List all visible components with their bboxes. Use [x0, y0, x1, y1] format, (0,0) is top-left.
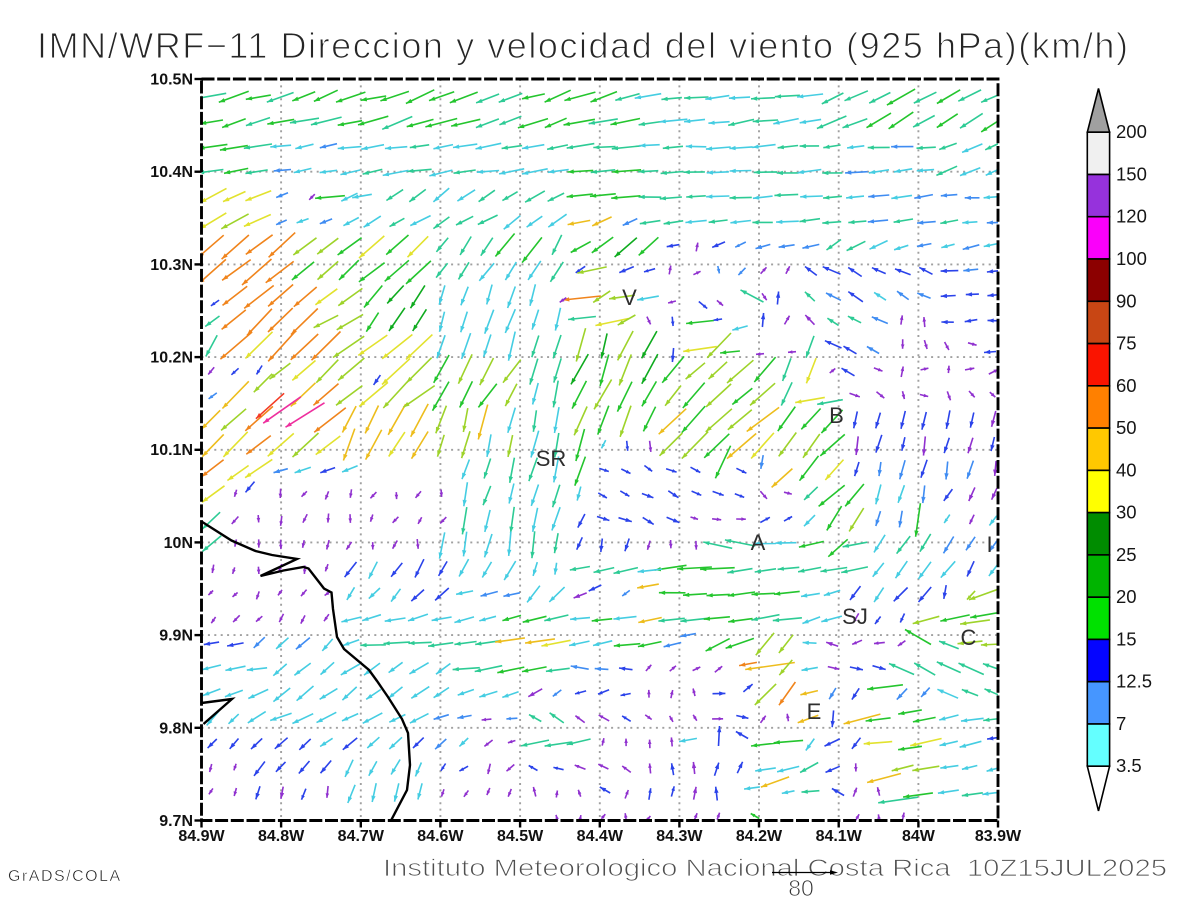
- svg-text:84.7W: 84.7W: [338, 828, 385, 845]
- svg-text:200: 200: [1116, 121, 1147, 142]
- svg-text:25: 25: [1116, 544, 1137, 565]
- svg-text:75: 75: [1116, 333, 1137, 354]
- svg-text:150: 150: [1116, 164, 1147, 185]
- svg-text:30: 30: [1116, 502, 1137, 523]
- svg-text:10N: 10N: [164, 535, 193, 552]
- svg-text:A: A: [751, 530, 766, 555]
- svg-text:V: V: [622, 285, 637, 310]
- svg-text:GrADS/COLA: GrADS/COLA: [8, 868, 122, 885]
- svg-text:90: 90: [1116, 290, 1137, 311]
- svg-text:83.9W: 83.9W: [975, 828, 1022, 845]
- svg-text:7: 7: [1116, 713, 1126, 734]
- svg-text:100: 100: [1116, 248, 1147, 269]
- svg-text:E: E: [807, 699, 822, 724]
- svg-text:IMN/WRF−11 Direccion y velocid: IMN/WRF−11 Direccion y velocidad del vie…: [37, 25, 1128, 66]
- svg-text:84W: 84W: [902, 828, 936, 845]
- svg-text:84.9W: 84.9W: [178, 828, 225, 845]
- svg-text:80: 80: [788, 875, 814, 900]
- svg-text:120: 120: [1116, 206, 1147, 227]
- svg-text:84.2W: 84.2W: [736, 828, 783, 845]
- svg-text:9.8N: 9.8N: [159, 720, 193, 737]
- svg-text:Instituto Meteorologico Nacion: Instituto Meteorologico Nacional Costa R…: [383, 855, 1167, 882]
- svg-text:3.5: 3.5: [1116, 755, 1142, 776]
- svg-text:60: 60: [1116, 375, 1137, 396]
- svg-text:C: C: [961, 625, 977, 650]
- svg-text:10.2N: 10.2N: [150, 350, 193, 367]
- svg-text:84.3W: 84.3W: [656, 828, 703, 845]
- svg-text:50: 50: [1116, 417, 1137, 438]
- svg-text:9.7N: 9.7N: [159, 813, 193, 830]
- svg-text:SR: SR: [536, 446, 567, 471]
- svg-text:15: 15: [1116, 628, 1137, 649]
- svg-text:12.5: 12.5: [1116, 671, 1152, 692]
- svg-text:10.5N: 10.5N: [150, 72, 193, 89]
- svg-text:I: I: [986, 532, 992, 557]
- svg-text:84.6W: 84.6W: [417, 828, 464, 845]
- svg-text:20: 20: [1116, 586, 1137, 607]
- svg-text:SJ: SJ: [842, 604, 868, 629]
- svg-text:10.4N: 10.4N: [150, 164, 193, 181]
- svg-text:9.9N: 9.9N: [159, 628, 193, 645]
- svg-text:84.5W: 84.5W: [497, 828, 544, 845]
- svg-text:84.8W: 84.8W: [258, 828, 305, 845]
- svg-text:B: B: [829, 403, 844, 428]
- svg-text:40: 40: [1116, 459, 1137, 480]
- svg-text:10.3N: 10.3N: [150, 257, 193, 274]
- svg-text:10.1N: 10.1N: [150, 442, 193, 459]
- svg-text:84.1W: 84.1W: [816, 828, 863, 845]
- svg-text:84.4W: 84.4W: [577, 828, 624, 845]
